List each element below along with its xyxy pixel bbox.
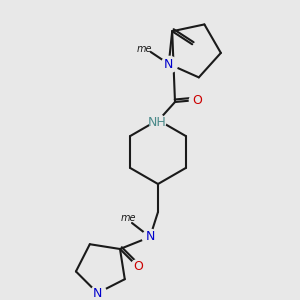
Text: N: N (93, 286, 102, 300)
Text: N: N (145, 230, 155, 244)
Text: O: O (192, 94, 202, 106)
Text: O: O (133, 260, 143, 274)
Text: N: N (164, 58, 173, 70)
Text: NH: NH (148, 116, 166, 128)
Text: me: me (137, 44, 152, 54)
Text: me: me (120, 213, 136, 223)
